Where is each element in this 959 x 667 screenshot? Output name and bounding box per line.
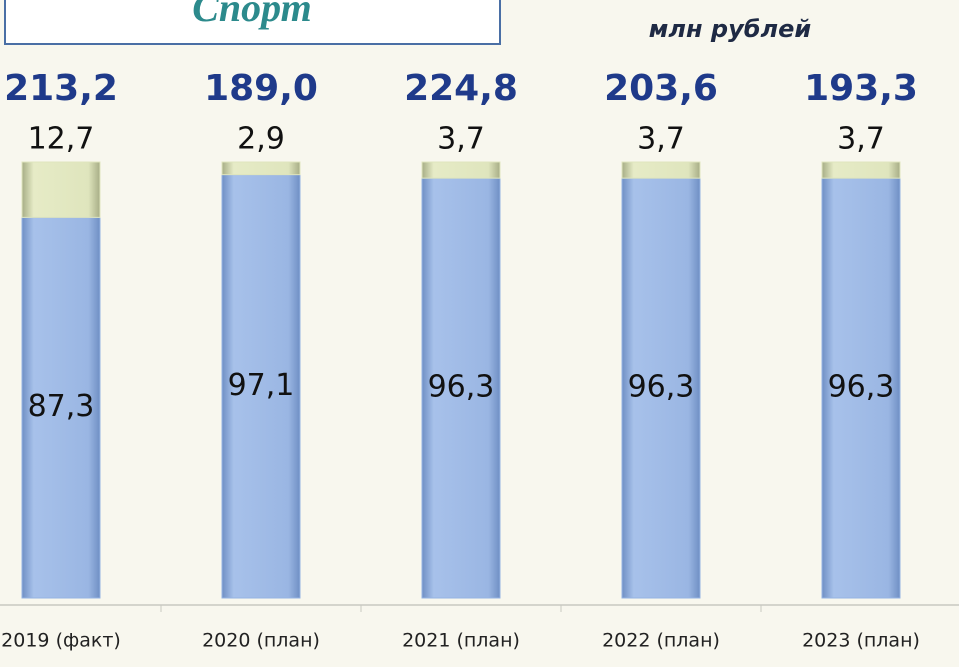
bar-segment [21, 161, 101, 218]
bar-segment [421, 177, 501, 599]
bar-segment [621, 161, 701, 179]
bar-segment [821, 161, 901, 179]
total-label: 203,6 [604, 68, 718, 109]
total-label: 189,0 [204, 68, 318, 109]
x-tick-label: 2021 (план) [402, 630, 520, 652]
title-box [4, 0, 501, 45]
x-tick-label: 2022 (план) [602, 630, 720, 652]
bar-segment [621, 177, 701, 599]
x-tick-label: 2020 (план) [202, 630, 320, 652]
total-label: 224,8 [404, 68, 518, 109]
chart-subtitle: млн рублей [649, 15, 812, 43]
bar-segment [221, 161, 301, 176]
data-label: 3,7 [437, 122, 485, 157]
data-label: 96,3 [628, 370, 695, 405]
data-label: 96,3 [428, 370, 495, 405]
data-label: 2,9 [237, 122, 285, 157]
x-tick-label: 2019 (факт) [1, 630, 121, 652]
bar-segment [221, 174, 301, 599]
bar-segment [421, 161, 501, 179]
bar-segment [21, 216, 101, 599]
x-tick-label: 2023 (план) [802, 630, 920, 652]
total-label: 213,2 [4, 68, 118, 109]
bar-segment [821, 177, 901, 599]
data-label: 96,3 [828, 370, 895, 405]
chart-title: Спорт [192, 0, 312, 30]
data-label: 3,7 [837, 122, 885, 157]
data-label: 3,7 [637, 122, 685, 157]
total-label: 193,3 [804, 68, 918, 109]
data-label: 97,1 [228, 368, 295, 403]
data-label: 87,3 [28, 389, 95, 424]
data-label: 12,7 [28, 122, 95, 157]
